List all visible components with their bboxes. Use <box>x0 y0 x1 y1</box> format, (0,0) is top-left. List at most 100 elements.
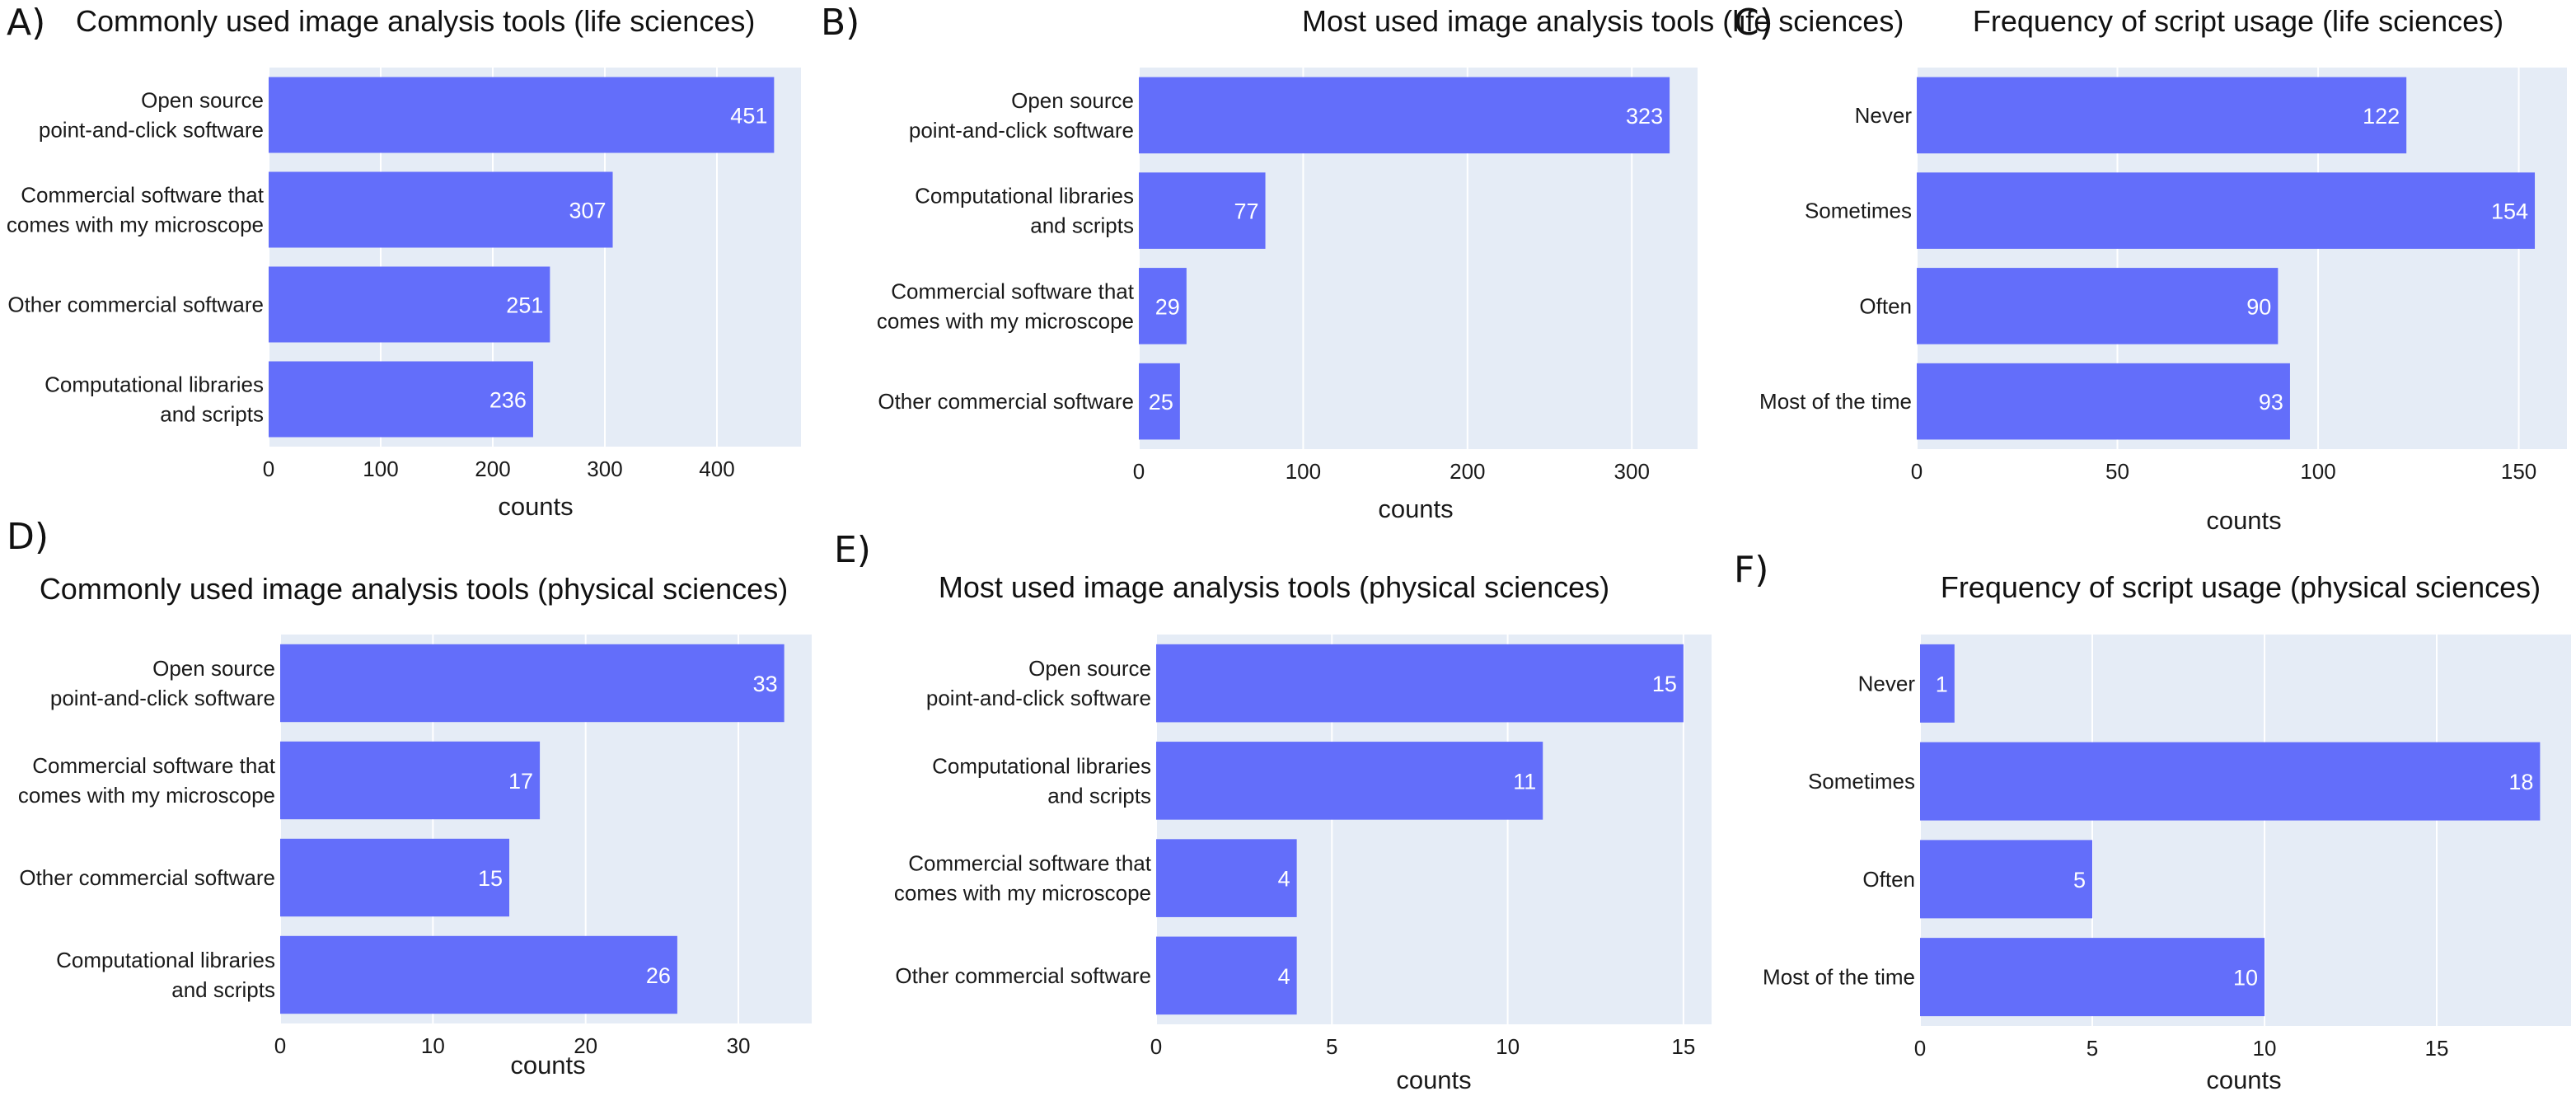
panel-a-x-axis-label: counts <box>498 492 573 521</box>
panel-b-category-label: Open source <box>1011 88 1134 113</box>
panel-c-category-label: Most of the time <box>1759 389 1912 414</box>
panel-a-x-tick-label: 100 <box>363 457 398 481</box>
panel-b-category-label: Commercial software that <box>891 279 1135 303</box>
panel-f-category-label: Never <box>1858 671 1916 696</box>
panel-d-data-label: 33 <box>753 672 778 696</box>
panel-c-x-tick-label: 150 <box>2501 459 2536 484</box>
panel-c-data-label: 90 <box>2246 294 2271 319</box>
panel-d-category-label: comes with my microscope <box>18 783 275 808</box>
panel-e-x-tick-label: 10 <box>1496 1034 1520 1059</box>
panel-c-x-tick-label: 100 <box>2300 459 2335 484</box>
panel-f-data-label: 5 <box>2073 868 2086 892</box>
panel-e-bar <box>1156 742 1543 820</box>
panel-b-data-label: 25 <box>1149 390 1173 415</box>
panel-c-x-tick-label: 50 <box>2105 459 2129 484</box>
panel-a-bar <box>269 361 533 438</box>
panel-b-bar <box>1139 363 1180 440</box>
panel-b-category-label: point-and-click software <box>909 118 1134 143</box>
panel-b-bar <box>1139 268 1187 344</box>
panel-c-bar <box>1917 172 2536 249</box>
panel-a-category-label: Computational libraries <box>44 372 264 397</box>
panel-b-x-tick-label: 300 <box>1614 459 1650 484</box>
panel-f-bar <box>1920 840 2092 919</box>
panel-e-data-label: 15 <box>1652 672 1677 696</box>
panel-a-category-label: and scripts <box>160 402 264 427</box>
panel-a-x-tick-label: 200 <box>475 457 510 481</box>
panel-f-bar <box>1920 938 2265 1017</box>
panel-a-label: A) <box>7 2 45 44</box>
panel-e-category-label: comes with my microscope <box>894 881 1151 906</box>
panel-c-bar <box>1917 77 2407 154</box>
panel-d-bar <box>280 644 785 723</box>
panel-f-title: Frequency of script usage (physical scie… <box>1941 570 2541 604</box>
panel-d-bar <box>280 935 677 1014</box>
panel-e-bar <box>1156 839 1297 917</box>
panel-d-label: D) <box>7 516 49 558</box>
panel-f-x-tick-label: 0 <box>1914 1036 1926 1061</box>
panel-f-x-tick-label: 10 <box>2253 1036 2277 1061</box>
panel-d-x-tick-label: 30 <box>727 1033 751 1058</box>
panel-d-category-label: point-and-click software <box>50 686 275 710</box>
panel-a-bar <box>269 266 550 343</box>
panel-e-bar <box>1156 644 1684 723</box>
panel-c-x-tick-label: 0 <box>1911 459 1923 484</box>
panel-c-bar <box>1917 363 2290 440</box>
panel-f-data-label: 10 <box>2233 966 2258 991</box>
panel-a-x-tick-label: 0 <box>263 457 274 481</box>
panel-c-category-label: Often <box>1859 293 1912 318</box>
panel-a-data-label: 307 <box>569 199 606 223</box>
panel-f-label: F) <box>1734 549 1768 591</box>
panel-c-title: Frequency of script usage (life sciences… <box>1973 4 2503 38</box>
panel-b-category-label: and scripts <box>1030 213 1134 238</box>
panel-b-category-label: comes with my microscope <box>877 308 1134 333</box>
panel-d-category-label: Other commercial software <box>19 865 275 890</box>
panel-d-title: Commonly used image analysis tools (phys… <box>40 572 788 606</box>
panel-a-category-label: comes with my microscope <box>7 213 264 237</box>
panel-b-data-label: 29 <box>1155 294 1180 319</box>
panel-e-category-label: Computational libraries <box>932 753 1151 778</box>
panel-e-category-label: point-and-click software <box>926 686 1151 710</box>
panel-b-category-label: Computational libraries <box>915 184 1134 208</box>
panel-f-category-label: Most of the time <box>1763 965 1915 990</box>
panel-d-x-axis-label: counts <box>510 1051 585 1080</box>
panel-f-bar <box>1920 742 2541 821</box>
panel-c-data-label: 154 <box>2491 199 2528 224</box>
panel-a-data-label: 236 <box>489 388 527 413</box>
panel-a-category-label: Other commercial software <box>7 293 264 317</box>
panel-e-category-label: Other commercial software <box>895 963 1151 988</box>
panel-e-title: Most used image analysis tools (physical… <box>939 570 1609 604</box>
panel-d-category-label: and scripts <box>171 977 275 1002</box>
panel-c-category-label: Never <box>1855 103 1913 128</box>
panel-a-category-label: point-and-click software <box>39 118 264 143</box>
panel-b-x-tick-label: 200 <box>1450 459 1485 484</box>
panel-b-x-tick-label: 100 <box>1286 459 1321 484</box>
panel-e-x-tick-label: 15 <box>1671 1034 1695 1059</box>
panel-e-bar <box>1156 936 1297 1015</box>
panel-b-data-label: 323 <box>1626 104 1663 129</box>
panel-b-x-axis-label: counts <box>1378 494 1453 523</box>
panel-e-data-label: 4 <box>1278 964 1290 989</box>
panel-d-category-label: Commercial software that <box>32 753 276 778</box>
panel-f-data-label: 18 <box>2508 770 2533 794</box>
panel-f-category-label: Often <box>1862 867 1915 892</box>
panel-f-x-axis-label: counts <box>2206 1066 2281 1094</box>
panel-d-data-label: 15 <box>478 866 503 891</box>
panel-f-x-tick-label: 15 <box>2425 1036 2449 1061</box>
panel-a-x-tick-label: 400 <box>699 457 734 481</box>
panel-a-category-label: Commercial software that <box>21 183 265 208</box>
panel-d-category-label: Open source <box>152 656 275 681</box>
panel-a-x-tick-label: 300 <box>587 457 622 481</box>
panel-c-data-label: 93 <box>2259 390 2283 415</box>
panel-c-category-label: Sometimes <box>1805 199 1912 223</box>
panel-e-x-tick-label: 5 <box>1326 1034 1337 1059</box>
panel-e-data-label: 4 <box>1278 867 1290 892</box>
panel-a-bar <box>269 171 613 248</box>
panel-d-bar <box>280 741 541 820</box>
panel-f-x-tick-label: 5 <box>2087 1036 2098 1061</box>
panel-d-x-tick-label: 0 <box>274 1033 286 1058</box>
panel-d-x-tick-label: 20 <box>574 1033 597 1058</box>
panel-c-bar <box>1917 268 2279 344</box>
panel-a-data-label: 451 <box>730 104 767 129</box>
panel-d-data-label: 26 <box>646 963 671 988</box>
panel-c-x-axis-label: counts <box>2206 506 2281 535</box>
